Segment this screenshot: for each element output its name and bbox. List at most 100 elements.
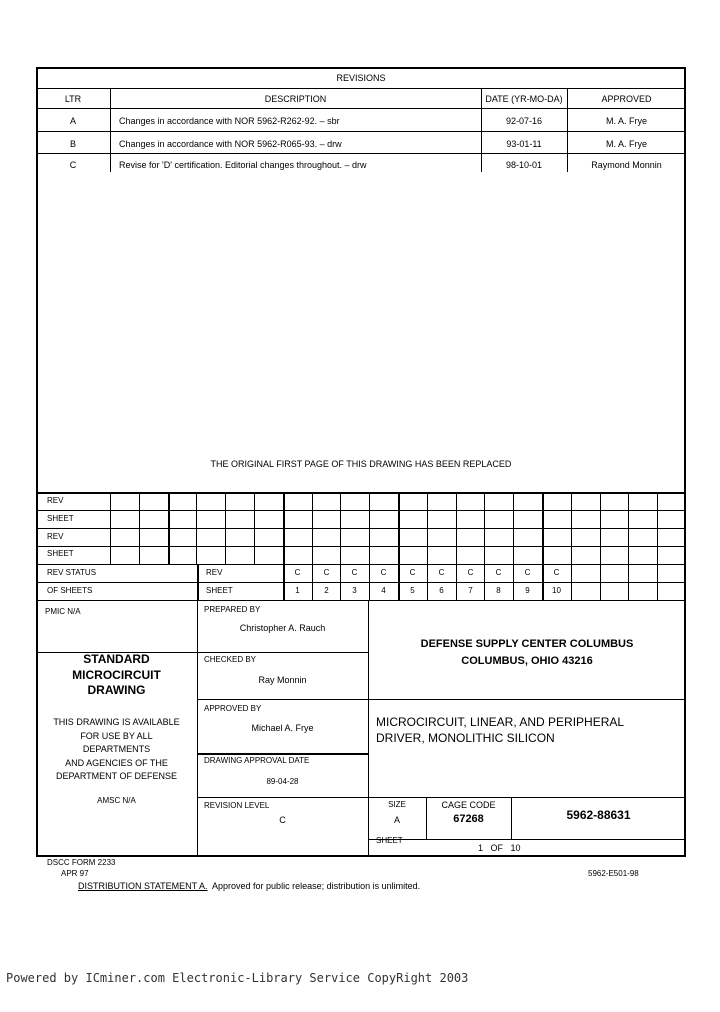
grid-line — [571, 492, 572, 600]
availability-line: AND AGENCIES OF THE — [65, 757, 168, 768]
sheet-rev: C — [553, 568, 560, 577]
sheet-label: SHEET — [376, 836, 403, 845]
rev-date: 92-07-16 — [505, 116, 543, 126]
form-date: APR 97 — [61, 869, 89, 878]
drawing-title: MICROCIRCUIT, LINEAR, AND PERIPHERAL DRIV… — [376, 714, 624, 746]
rev-ltr: C — [69, 160, 77, 170]
status-sheet-label: SHEET — [206, 586, 233, 595]
header-date: DATE (YR-MO-DA) — [485, 94, 563, 104]
sheet-rev: C — [351, 568, 358, 577]
sheet-rev: C — [409, 568, 416, 577]
rev-date: 93-01-11 — [506, 139, 542, 149]
pmic: PMIC N/A — [45, 607, 81, 616]
agency-line: DEFENSE SUPPLY CENTER COLUMBUS — [420, 638, 634, 650]
grid-line — [139, 492, 140, 564]
grid-line — [484, 492, 485, 600]
rev-description: Changes in accordance with NOR 5962-R065… — [119, 139, 342, 149]
availability-line: FOR USE BY ALL — [80, 730, 153, 741]
size-label: SIZE — [388, 800, 406, 809]
grid-row-label: SHEET — [47, 549, 74, 558]
approved-label: APPROVED BY — [204, 704, 262, 713]
status-rev-label: REV — [206, 568, 223, 577]
prepared-label: PREPARED BY — [204, 605, 261, 614]
rev-date: 98-10-01 — [505, 160, 543, 170]
revision-level-label: REVISION LEVEL — [204, 801, 270, 810]
replaced-note: THE ORIGINAL FIRST PAGE OF THIS DRAWING … — [210, 459, 512, 469]
grid-line — [456, 492, 457, 600]
cage-code: 67268 — [453, 813, 484, 825]
approved-by: Michael A. Frye — [251, 723, 314, 733]
rev-ltr: A — [69, 116, 76, 126]
rev-status-label: REV STATUS — [47, 568, 97, 577]
sheet-number: 2 — [324, 586, 329, 595]
document-code: 5962-E501-98 — [588, 869, 639, 878]
grid-line — [398, 492, 400, 600]
grid-line — [196, 492, 197, 564]
grid-line — [628, 492, 629, 600]
title-line: DRIVER, MONOLITHIC SILICON — [376, 731, 555, 745]
rev-description: Changes in accordance with NOR 5962-R262… — [119, 116, 340, 126]
grid-line — [254, 492, 255, 564]
standard-microcircuit-drawing: STANDARD MICROCIRCUIT DRAWING — [36, 652, 197, 699]
title-line: MICROCIRCUIT, LINEAR, AND PERIPHERAL — [376, 715, 625, 729]
grid-row-label: REV — [47, 532, 64, 541]
sheet-border — [36, 67, 686, 857]
sheet-number: 1 — [295, 586, 300, 595]
sheet-number: 6 — [439, 586, 444, 595]
grid-line — [168, 492, 170, 564]
availability-line: DEPARTMENTS — [82, 744, 151, 754]
form-number: DSCC FORM 2233 — [47, 858, 116, 867]
grid-line — [369, 492, 370, 600]
grid-line — [542, 492, 544, 600]
distribution-text: Approved for public release; distributio… — [207, 881, 421, 891]
sheet-rev: C — [467, 568, 474, 577]
revision-level: C — [279, 815, 286, 825]
rev-ltr: B — [69, 139, 76, 149]
distribution-label: DISTRIBUTION STATEMENT A. — [78, 881, 208, 891]
grid-line — [110, 492, 111, 564]
grid-line — [600, 492, 601, 600]
grid-line — [340, 492, 341, 600]
sheet-rev: C — [495, 568, 502, 577]
grid-line — [657, 492, 658, 600]
sheet-number: 9 — [525, 586, 530, 595]
header-ltr: LTR — [64, 94, 82, 104]
grid-line — [513, 492, 514, 600]
sheet-rev: C — [438, 568, 445, 577]
standard-line: MICROCIRCUIT — [72, 667, 161, 682]
sheet-number: 10 — [552, 586, 561, 595]
watermark: Powered by ICminer.com Electronic-Librar… — [6, 971, 469, 985]
sheet-number: 8 — [496, 586, 501, 595]
header-description: DESCRIPTION — [264, 94, 327, 104]
grid-line — [427, 492, 428, 600]
grid-row-label: REV — [47, 496, 64, 505]
revisions-title: REVISIONS — [336, 73, 386, 83]
standard-line: DRAWING — [87, 683, 146, 697]
sheet-rev: C — [380, 568, 387, 577]
checked-by: Ray Monnin — [258, 675, 307, 685]
approval-date: 89-04-28 — [266, 777, 299, 786]
agency: DEFENSE SUPPLY CENTER COLUMBUS COLUMBUS, … — [368, 636, 686, 670]
sheet-number: 7 — [468, 586, 473, 595]
grid-row-label: SHEET — [47, 514, 74, 523]
of-sheets-label: OF SHEETS — [47, 586, 93, 595]
cage-label: CAGE CODE — [441, 800, 496, 810]
sheet-number: 5 — [410, 586, 415, 595]
drawing-number: 5962-88631 — [566, 808, 631, 822]
amsc: AMSC N/A — [97, 796, 136, 805]
rev-approved: Raymond Monnin — [591, 160, 662, 170]
prepared-by: Christopher A. Rauch — [239, 623, 326, 633]
distribution-statement: DISTRIBUTION STATEMENT A. Approved for p… — [78, 881, 420, 891]
grid-line — [225, 492, 226, 564]
sheet-rev: C — [294, 568, 301, 577]
standard-line: STANDARD — [83, 652, 150, 666]
rev-description: Revise for 'D' certification. Editorial … — [119, 160, 367, 170]
rev-approved: M. A. Frye — [605, 139, 647, 149]
approval-date-label: DRAWING APPROVAL DATE — [204, 756, 310, 765]
header-approved: APPROVED — [601, 94, 652, 104]
sheet-number: 4 — [381, 586, 386, 595]
rev-approved: M. A. Frye — [605, 116, 647, 126]
availability-line: DEPARTMENT OF DEFENSE — [55, 771, 178, 781]
size: A — [393, 815, 400, 825]
